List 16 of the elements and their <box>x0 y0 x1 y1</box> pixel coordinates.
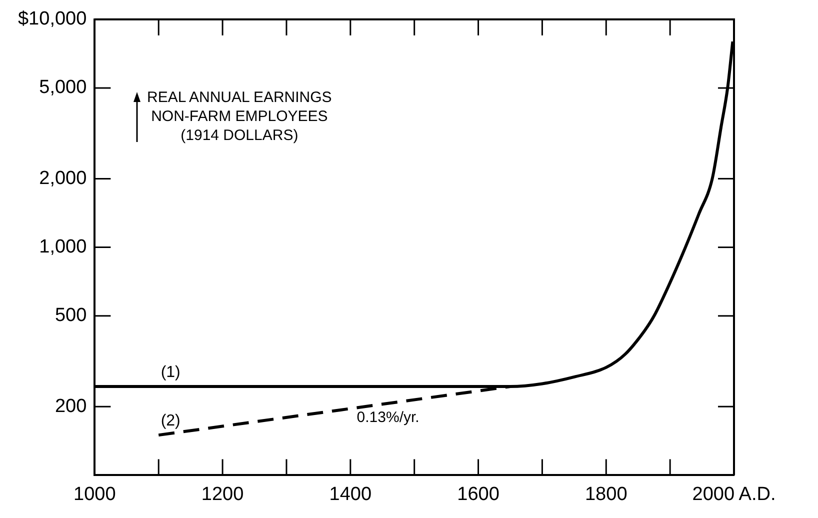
x-tick-label: 1200 <box>201 484 244 505</box>
x-tick-label: 1000 <box>74 484 116 505</box>
x-tick-label: 1600 <box>457 484 500 505</box>
x-tick-label: 2000 A.D. <box>692 484 776 505</box>
y-tick-label: 500 <box>54 305 87 326</box>
y-tick-label: 2,000 <box>39 168 87 189</box>
x-tick-label: 1400 <box>329 484 372 505</box>
x-tick-label: 1800 <box>584 484 628 505</box>
y-tick-label: 200 <box>54 396 87 417</box>
series-label: (2) <box>160 412 180 430</box>
annotation: 0.13%/yr. <box>356 409 420 426</box>
series-label: (1) <box>160 364 180 381</box>
y-tick-label: $10,000 <box>18 8 87 30</box>
y-tick-label: 1,000 <box>39 236 87 258</box>
y-tick-label: 5,000 <box>39 77 87 98</box>
y-axis-title: REAL ANNUAL EARNINGS NON-FARM EMPLOYEES (1914 DOLLARS) <box>147 88 332 145</box>
